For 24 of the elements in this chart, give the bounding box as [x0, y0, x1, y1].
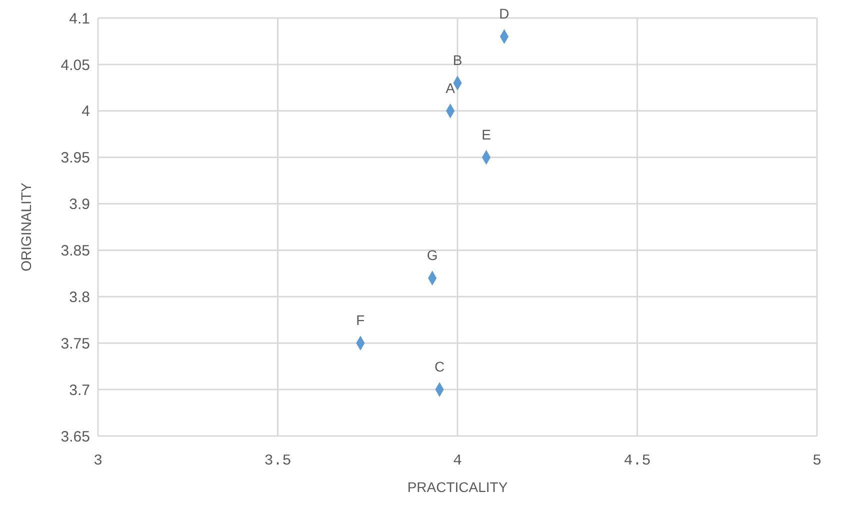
annotation: D [499, 6, 510, 22]
annotation: B [452, 52, 462, 68]
annotation: E [482, 126, 491, 142]
y-tick-label: 3.7 [69, 382, 90, 399]
x-tick-label: 4.5 [624, 452, 651, 470]
x-tick-label: 3.5 [264, 452, 292, 470]
y-tick-label: 3.8 [69, 288, 90, 306]
x-tick-label: 5 [812, 452, 822, 470]
annotation: C [434, 358, 445, 375]
x-axis-title: PRACTICALITY [407, 479, 508, 495]
y-axis-title: ORIGINALITY [18, 182, 34, 272]
annotation: A [446, 80, 456, 96]
x-tick-label: 4 [452, 452, 462, 470]
annotation: G [426, 247, 438, 264]
y-tick-label: 3.65 [60, 428, 90, 446]
y-tick-label: 3.85 [60, 242, 90, 260]
y-tick-label: 3.95 [60, 150, 90, 167]
annotation: F [356, 312, 365, 328]
y-tick-label: 4.05 [60, 56, 90, 74]
y-tick-label: 3.9 [69, 196, 90, 214]
y-tick-label: 4.1 [69, 10, 90, 28]
y-tick-label: 3.75 [60, 335, 90, 352]
x-tick-label: 3 [93, 452, 103, 470]
y-tick-label: 4 [82, 103, 90, 120]
